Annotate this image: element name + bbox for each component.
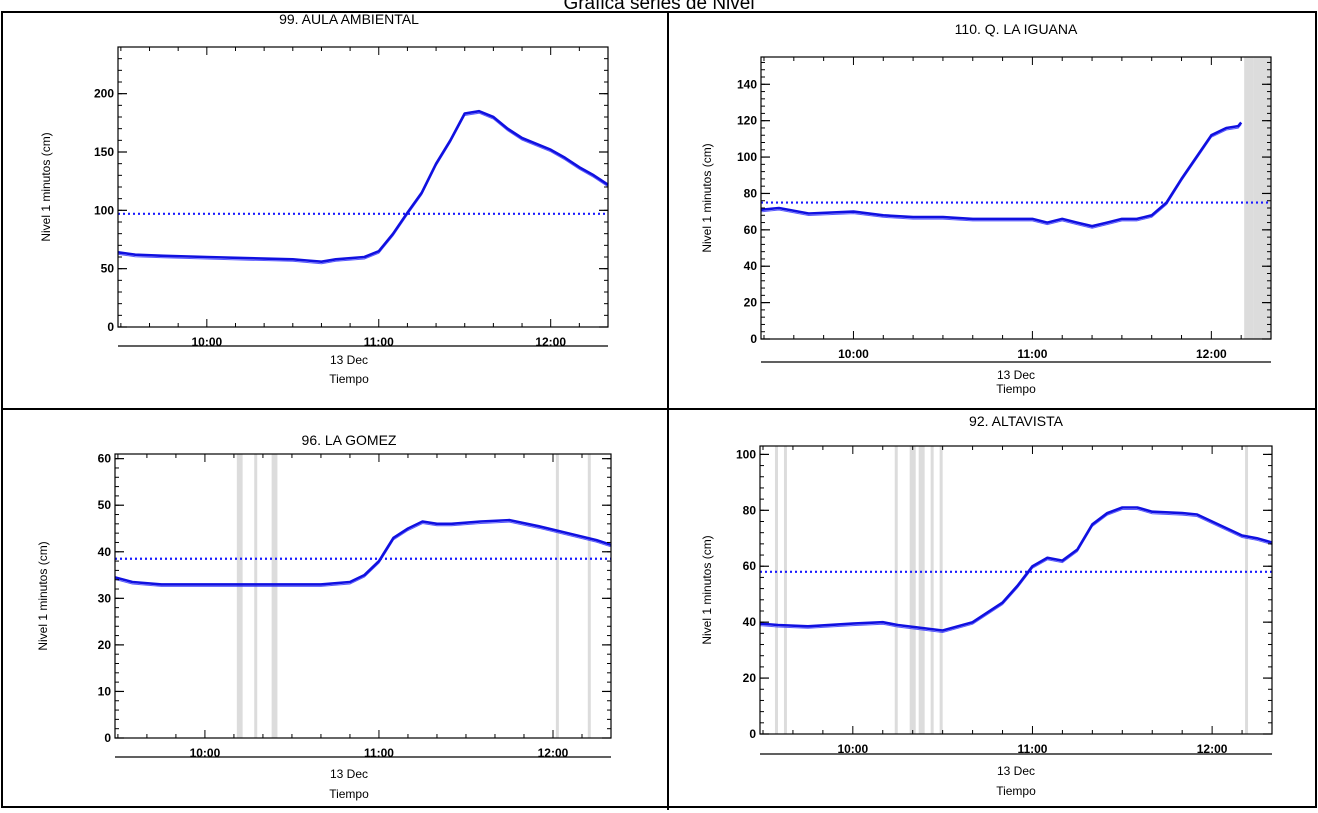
y-tick-label: 10 [98,684,112,698]
y-tick-label: 0 [750,332,757,346]
x-tick-label: 10:00 [190,746,221,760]
plot-frame [114,453,612,739]
y-tick-label: 100 [737,150,757,164]
y-tick-label: 20 [743,671,757,685]
x-tick-label: 11:00 [364,746,394,760]
chart-aula-ambiental: 0 50 100 150 200 10:00 11:00 12:00 99. AULA AMBI… [39,11,609,386]
chart-title: 99. AULA AMBIENTAL [279,13,419,27]
series-line-raw [759,509,1273,634]
gap-band [254,454,258,738]
y-axis-label: Nivel 1 minutos (cm) [700,143,714,252]
y-tick-label: 0 [749,727,756,741]
date-label: 13 Dec [997,368,1035,382]
y-tick-label: 0 [107,320,114,334]
chart-title: 96. LA GOMEZ [302,432,397,448]
x-tick-label: 10:00 [837,742,868,756]
chart-title: 110. Q. LA IGUANA [955,21,1078,37]
y-tick-label: 40 [743,615,757,629]
y-tick-label: 120 [737,114,757,128]
gap-band [271,454,278,738]
gap-band [1253,57,1271,339]
chart-la-iguana: 0 20 40 60 80 100 120 140 10:00 11:00 12:00 110. Q.… [700,21,1272,396]
x-tick-label: 12:00 [538,746,569,760]
panel-divider-vertical [667,11,669,810]
plot-frame [760,56,1272,340]
y-tick-label: 100 [736,447,756,461]
x-tick-label: 11:00 [1017,742,1047,756]
chart-panel-aula-ambiental: 0 50 100 150 200 10:00 11:00 12:00 99. AULA AMBI… [3,11,667,408]
plot-frame [117,46,609,328]
chart-title: 92. ALTAVISTA [969,413,1064,429]
gap-band [587,454,591,738]
panel-divider-horizontal [1,408,1317,410]
y-tick-label: 40 [98,545,112,559]
gap-band [909,446,916,734]
plot-frame [759,445,1273,735]
gap-band [783,446,787,734]
x-tick-label: 12:00 [1197,742,1228,756]
y-tick-label: 60 [98,452,112,466]
gap-band [894,446,898,734]
y-axis-label: Nivel 1 minutos (cm) [700,535,714,644]
y-tick-label: 80 [744,186,758,200]
y-tick-label: 80 [743,503,757,517]
gap-band [774,446,778,734]
chart-panel-altavista: 0 20 40 60 80 100 10:00 11:00 12:00 92. ALTAVISTA… [669,410,1315,808]
x-tick-label: 12:00 [1196,347,1227,361]
series-line [760,121,1243,228]
y-tick-label: 140 [737,77,757,91]
y-tick-label: 60 [743,559,757,573]
date-label: 13 Dec [997,764,1035,778]
gap-band [236,454,243,738]
date-label: 13 Dec [330,353,368,367]
gap-band [939,446,943,734]
x-axis-label: Tiempo [996,784,1036,798]
series-line [114,518,612,586]
chart-altavista: 0 20 40 60 80 100 10:00 11:00 12:00 92. ALTAVISTA… [700,413,1273,798]
y-tick-label: 100 [94,203,114,217]
x-axis-label: Tiempo [996,382,1036,396]
y-tick-label: 20 [744,296,758,310]
y-axis-label: Nivel 1 minutos (cm) [39,132,53,241]
x-axis-label: Tiempo [329,372,369,386]
gap-band [1245,446,1249,734]
series-line-raw [114,521,612,587]
x-tick-label: 11:00 [1017,347,1047,361]
gap-band [918,446,925,734]
series-line [117,109,609,263]
date-label: 13 Dec [330,767,368,781]
x-tick-label: 11:00 [364,335,394,349]
y-tick-label: 60 [744,223,758,237]
gap-band [555,454,559,738]
x-tick-label: 12:00 [535,335,566,349]
y-tick-label: 20 [98,638,112,652]
gap-band [1244,57,1254,339]
x-axis-label: Tiempo [329,787,369,801]
chart-la-gomez: 0 10 20 30 40 50 60 10:00 11:00 12:00 96. LA GOMEZ… [36,432,612,801]
gap-band [930,446,934,734]
chart-panel-la-iguana: 0 20 40 60 80 100 120 140 10:00 11:00 12:00 110. Q.… [669,13,1315,408]
y-tick-label: 30 [98,591,112,605]
page-title: Grafica series de Nivel [563,0,755,14]
chart-panel-la-gomez: 0 10 20 30 40 50 60 10:00 11:00 12:00 96. LA GOMEZ… [3,410,667,808]
y-tick-label: 50 [101,262,115,276]
x-tick-label: 10:00 [191,335,222,349]
y-tick-label: 150 [94,145,114,159]
y-tick-label: 40 [744,259,758,273]
y-axis-label: Nivel 1 minutos (cm) [36,541,50,650]
series-line [759,506,1273,632]
x-tick-label: 10:00 [838,347,869,361]
y-tick-label: 200 [94,87,114,101]
y-tick-label: 50 [98,498,112,512]
y-tick-label: 0 [104,731,111,745]
series-line-raw [117,112,609,265]
